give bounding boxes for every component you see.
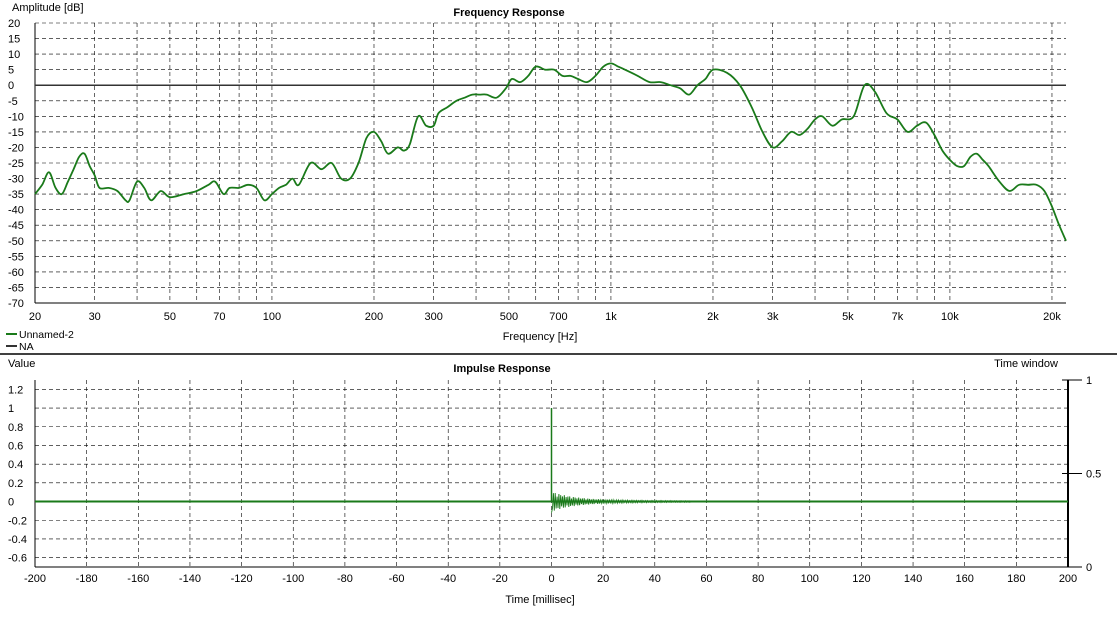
ir-y-tick-label: -0.2 <box>8 515 27 527</box>
fr-y-tick-label: -35 <box>8 189 24 201</box>
fr-y-tick-label: -10 <box>8 111 24 123</box>
ir-y-tick-label: 0.6 <box>8 440 23 452</box>
ir-y-tick-label: 0.2 <box>8 478 23 490</box>
fr-x-tick-label: 700 <box>549 311 567 323</box>
fr-x-tick-label: 50 <box>164 311 176 323</box>
ir-x-tick-label: 140 <box>904 573 922 585</box>
fr-y-tick-label: -55 <box>8 251 24 263</box>
ir-x-tick-label: 180 <box>1007 573 1025 585</box>
fr-x-tick-label: 20 <box>29 311 41 323</box>
fr-x-tick-label: 5k <box>842 311 854 323</box>
ir-y-tick-label: -0.6 <box>8 553 27 565</box>
fr-y-tick-label: -15 <box>8 127 24 139</box>
fr-x-tick-label: 3k <box>767 311 779 323</box>
ir-x-tick-label: 0 <box>548 573 554 585</box>
ir-x-tick-label: -160 <box>127 573 149 585</box>
fr-y-tick-label: 10 <box>8 49 20 61</box>
fr-y-tick-label: 15 <box>8 34 20 46</box>
fr-y-tick-label: -20 <box>8 142 24 154</box>
ir-x-tick-label: 60 <box>700 573 712 585</box>
fr-x-tick-label: 200 <box>365 311 383 323</box>
fr-y-axis-label: Amplitude [dB] <box>12 2 84 14</box>
ir-secondary-tick-label: 0.5 <box>1086 469 1101 481</box>
fr-y-tick-label: -65 <box>8 282 24 294</box>
ir-x-tick-label: -40 <box>440 573 456 585</box>
ir-x-tick-label: -20 <box>492 573 508 585</box>
ir-x-tick-label: 120 <box>852 573 870 585</box>
ir-x-tick-label: -100 <box>282 573 304 585</box>
fr-y-tick-label: -25 <box>8 158 24 170</box>
ir-x-tick-label: -60 <box>389 573 405 585</box>
fr-x-axis-label: Frequency [Hz] <box>503 331 578 343</box>
ir-x-tick-label: 40 <box>649 573 661 585</box>
ir-x-tick-label: 100 <box>801 573 819 585</box>
ir-x-axis-label: Time [millisec] <box>505 594 574 606</box>
ir-secondary-tick-label: 0 <box>1086 562 1092 574</box>
ir-x-tick-label: 20 <box>597 573 609 585</box>
ir-x-tick-label: 200 <box>1059 573 1077 585</box>
ir-chart-title: Impulse Response <box>453 363 550 375</box>
fr-y-tick-label: -5 <box>8 96 18 108</box>
ir-x-tick-label: -140 <box>179 573 201 585</box>
ir-y-tick-label: 0.8 <box>8 422 23 434</box>
fr-y-tick-label: -60 <box>8 267 24 279</box>
ir-ringing <box>551 492 692 513</box>
ir-y-tick-label: 0.4 <box>8 459 23 471</box>
ir-x-tick-label: -200 <box>24 573 46 585</box>
legend-entry-label: NA <box>19 341 34 353</box>
ir-x-tick-label: -120 <box>231 573 253 585</box>
fr-x-tick-label: 10k <box>941 311 959 323</box>
ir-y-axis-label: Value <box>8 358 35 370</box>
ir-y-tick-label: 1 <box>8 403 14 415</box>
ir-secondary-axis-label: Time window <box>994 358 1058 370</box>
fr-x-tick-label: 2k <box>707 311 719 323</box>
fr-x-tick-label: 20k <box>1043 311 1061 323</box>
ir-x-tick-label: 80 <box>752 573 764 585</box>
ir-x-tick-label: -180 <box>76 573 98 585</box>
ir-y-tick-label: 1.2 <box>8 384 23 396</box>
fr-x-tick-label: 300 <box>425 311 443 323</box>
fr-y-tick-label: 20 <box>8 18 20 30</box>
ir-y-tick-label: -0.4 <box>8 534 27 546</box>
fr-x-tick-label: 30 <box>89 311 101 323</box>
fr-y-tick-label: -50 <box>8 236 24 248</box>
fr-y-tick-label: -40 <box>8 205 24 217</box>
fr-chart-title: Frequency Response <box>453 7 564 19</box>
fr-series-line <box>34 62 1067 242</box>
legend-entry-label: Unnamed-2 <box>19 329 74 341</box>
fr-y-tick-label: -30 <box>8 174 24 186</box>
fr-x-tick-label: 100 <box>263 311 281 323</box>
fr-y-tick-label: 0 <box>8 80 14 92</box>
fr-x-tick-label: 7k <box>892 311 904 323</box>
ir-x-tick-label: 160 <box>956 573 974 585</box>
fr-y-tick-label: 5 <box>8 65 14 77</box>
fr-y-tick-label: -70 <box>8 298 24 310</box>
fr-x-tick-label: 1k <box>605 311 617 323</box>
ir-y-tick-label: 0 <box>8 497 14 509</box>
ir-secondary-tick-label: 1 <box>1086 375 1092 387</box>
fr-y-tick-label: -45 <box>8 220 24 232</box>
ir-x-tick-label: -80 <box>337 573 353 585</box>
fr-x-tick-label: 500 <box>500 311 518 323</box>
fr-x-tick-label: 70 <box>213 311 225 323</box>
